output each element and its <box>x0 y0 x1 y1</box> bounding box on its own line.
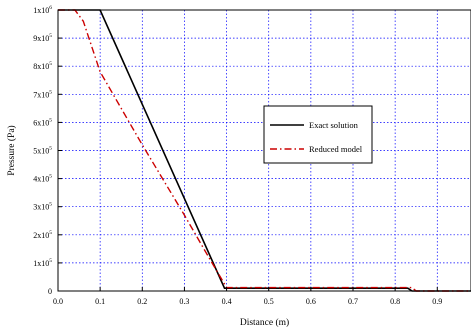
y-tick-label: 2x105 <box>33 230 52 240</box>
x-tick-label: 0.4 <box>222 297 232 306</box>
y-tick-label: 4x105 <box>33 174 52 184</box>
legend: Exact solution Reduced model <box>263 105 373 164</box>
y-tick-label: 6x105 <box>33 117 52 127</box>
y-tick-label: 8x105 <box>33 61 52 71</box>
y-axis-label: Pressure (Pa) <box>6 125 17 175</box>
y-tick-label: 7x105 <box>33 89 52 99</box>
x-tick-label: 0.3 <box>179 297 189 306</box>
y-tick-label: 5x105 <box>33 146 52 156</box>
x-tick-label: 0.1 <box>95 297 105 306</box>
series-line-1 <box>58 9 471 292</box>
y-tick-label: 1x105 <box>33 258 52 268</box>
legend-label-1: Reduced model <box>309 144 363 154</box>
x-tick-label: 0.5 <box>264 297 274 306</box>
y-tick-label: 0 <box>48 287 52 296</box>
axis-ticks <box>57 9 438 292</box>
y-tick-labels: 0 1x105 2x105 3x105 4x105 5x105 6x105 7x105 8x10… <box>33 5 52 296</box>
y-tick-label: 9x105 <box>33 33 52 43</box>
x-tick-labels: 0.0 0.1 0.2 0.3 0.4 0.5 0.6 0.7 0.8 0.9 <box>53 297 442 306</box>
x-tick-label: 0.9 <box>432 297 442 306</box>
x-axis-label: Distance (m) <box>240 317 289 328</box>
legend-label-0: Exact solution <box>309 120 359 130</box>
x-tick-label: 0.6 <box>306 297 316 306</box>
x-tick-label: 0.0 <box>53 297 63 306</box>
y-tick-label: 1x106 <box>33 5 52 15</box>
x-tick-label: 0.7 <box>348 297 358 306</box>
legend-box <box>263 105 373 164</box>
x-tick-label: 0.8 <box>390 297 400 306</box>
y-tick-label: 3x105 <box>33 202 52 212</box>
x-tick-label: 0.2 <box>137 297 147 306</box>
